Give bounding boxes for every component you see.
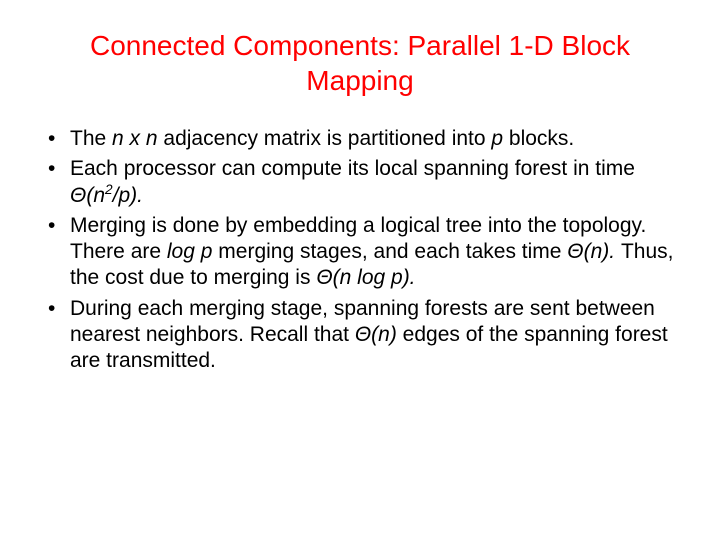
- bullet-list: The n x n adjacency matrix is partitione…: [44, 126, 680, 374]
- slide: Connected Components: Parallel 1-D Block…: [0, 0, 720, 540]
- list-item: Merging is done by embedding a logical t…: [44, 213, 680, 292]
- list-item: The n x n adjacency matrix is partitione…: [44, 126, 680, 152]
- list-item: During each merging stage, spanning fore…: [44, 296, 680, 375]
- list-item: Each processor can compute its local spa…: [44, 156, 680, 209]
- slide-title: Connected Components: Parallel 1-D Block…: [50, 28, 670, 98]
